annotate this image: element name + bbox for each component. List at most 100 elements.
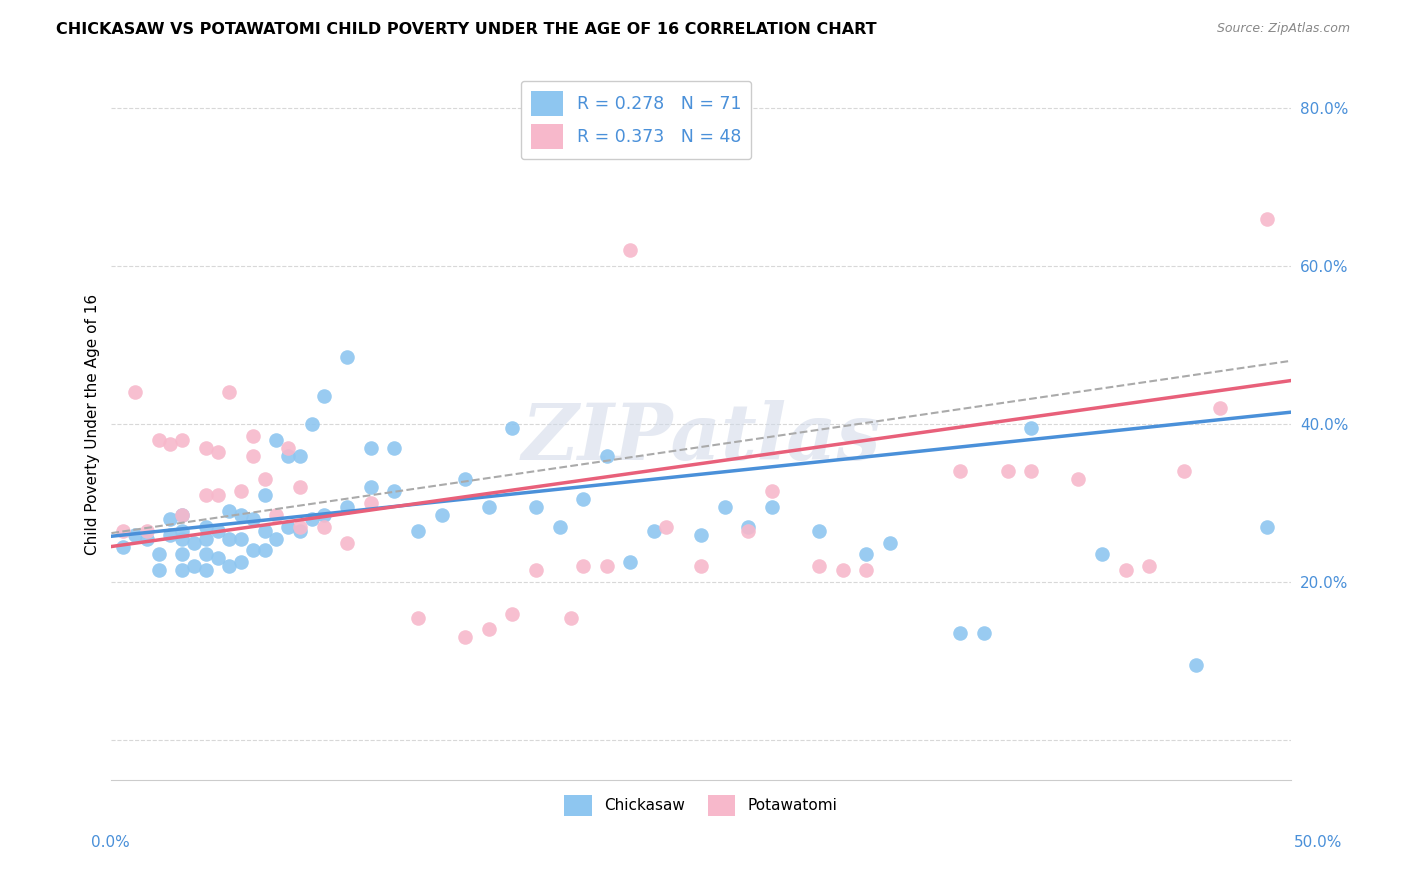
Point (301, 417, 323, 431)
Point (761, 500, 783, 514)
Point (454, 631, 477, 645)
Point (159, 512, 181, 526)
Point (207, 488, 229, 502)
Point (524, 500, 547, 514)
Point (454, 472, 477, 486)
Point (229, 532, 252, 546)
Point (183, 535, 205, 549)
Point (1115, 563, 1137, 577)
Point (761, 484, 783, 499)
Point (384, 484, 406, 499)
Point (218, 532, 240, 546)
Point (360, 480, 382, 494)
Point (172, 563, 194, 577)
Point (690, 527, 713, 541)
Point (807, 559, 830, 574)
Point (172, 524, 194, 538)
Point (242, 449, 264, 463)
Point (384, 441, 406, 455)
Point (229, 555, 252, 569)
Point (242, 543, 264, 558)
Point (218, 504, 240, 518)
Point (737, 520, 759, 534)
Point (548, 520, 571, 534)
Point (253, 488, 276, 502)
Point (1256, 520, 1278, 534)
Point (124, 527, 146, 541)
Point (690, 559, 713, 574)
Point (478, 500, 501, 514)
Point (172, 433, 194, 447)
Point (172, 548, 194, 562)
Point (336, 350, 359, 364)
Point (595, 559, 617, 574)
Point (1256, 211, 1278, 226)
Point (737, 524, 759, 538)
Point (1019, 421, 1042, 435)
Y-axis label: Child Poverty Under the Age of 16: Child Poverty Under the Age of 16 (86, 293, 100, 555)
Point (619, 555, 641, 569)
Point (1185, 658, 1208, 673)
Point (301, 512, 323, 526)
Point (112, 540, 135, 554)
Point (654, 520, 676, 534)
Point (831, 563, 853, 577)
Point (1137, 559, 1160, 574)
Point (207, 444, 229, 458)
Point (949, 626, 972, 640)
Point (1209, 401, 1232, 416)
Point (360, 496, 382, 510)
Point (253, 524, 276, 538)
Point (135, 524, 157, 538)
Point (194, 532, 217, 546)
Point (172, 508, 194, 522)
Point (312, 520, 335, 534)
Point (207, 524, 229, 538)
Point (524, 563, 547, 577)
Point (172, 532, 194, 546)
Point (713, 500, 735, 514)
Point (207, 551, 229, 566)
Point (288, 524, 311, 538)
Point (148, 433, 170, 447)
Point (242, 429, 264, 443)
Point (148, 548, 170, 562)
Point (595, 449, 617, 463)
Point (360, 441, 382, 455)
Point (277, 520, 299, 534)
Point (1091, 548, 1114, 562)
Point (159, 437, 181, 451)
Point (253, 543, 276, 558)
Point (312, 389, 335, 403)
Point (997, 465, 1019, 479)
Point (879, 535, 901, 549)
Legend: Chickasaw, Potawatomi: Chickasaw, Potawatomi (555, 785, 846, 825)
Point (277, 441, 299, 455)
Point (194, 563, 217, 577)
Point (560, 610, 582, 624)
Point (266, 532, 288, 546)
Point (229, 484, 252, 499)
Point (406, 610, 429, 624)
Point (855, 563, 877, 577)
Point (1173, 465, 1195, 479)
Point (172, 508, 194, 522)
Point (288, 449, 311, 463)
Point (643, 524, 665, 538)
Point (148, 563, 170, 577)
Point (973, 626, 995, 640)
Point (266, 508, 288, 522)
Point (288, 520, 311, 534)
Point (949, 465, 972, 479)
Point (1067, 472, 1090, 486)
Point (1019, 465, 1042, 479)
Point (194, 548, 217, 562)
Point (159, 527, 181, 541)
Point (229, 508, 252, 522)
Point (277, 449, 299, 463)
Text: 0.0%: 0.0% (91, 836, 131, 850)
Point (218, 559, 240, 574)
Point (183, 559, 205, 574)
Point (501, 421, 523, 435)
Point (194, 520, 217, 534)
